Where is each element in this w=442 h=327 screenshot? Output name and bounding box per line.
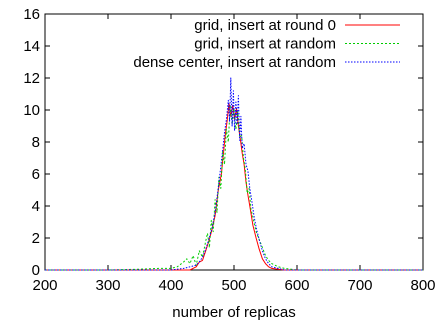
legend: grid, insert at round 0 grid, insert at r… — [133, 17, 400, 71]
axis-ticks: 200 300 400 500 600 700 800 0 2 4 6 8 10 12 14 16 — [23, 6, 435, 294]
legend-label-3: dense center, insert at random — [133, 54, 336, 71]
legend-label-2: grid, insert at random — [194, 36, 336, 53]
x-tick-label: 600 — [284, 277, 309, 294]
series-line-2 — [45, 104, 423, 271]
y-tick-label: 2 — [32, 230, 40, 247]
x-tick-label: 400 — [158, 277, 183, 294]
y-tick-label: 6 — [32, 166, 40, 183]
y-tick-label: 4 — [32, 198, 40, 215]
y-tick-label: 8 — [32, 134, 40, 151]
x-tick-label: 500 — [221, 277, 246, 294]
y-tick-label: 14 — [23, 38, 40, 55]
legend-label-1: grid, insert at round 0 — [194, 17, 336, 34]
x-tick-label: 800 — [410, 277, 435, 294]
x-tick-label: 700 — [347, 277, 372, 294]
y-tick-label: 0 — [32, 262, 40, 279]
y-tick-label: 16 — [23, 6, 40, 23]
series-line-3 — [45, 77, 423, 271]
series-group — [45, 77, 423, 271]
series-line-1 — [45, 103, 423, 271]
x-axis-title: number of replicas — [172, 304, 295, 321]
y-tick-label: 12 — [23, 70, 40, 87]
y-tick-label: 10 — [23, 102, 40, 119]
x-tick-label: 200 — [32, 277, 57, 294]
x-tick-label: 300 — [95, 277, 120, 294]
